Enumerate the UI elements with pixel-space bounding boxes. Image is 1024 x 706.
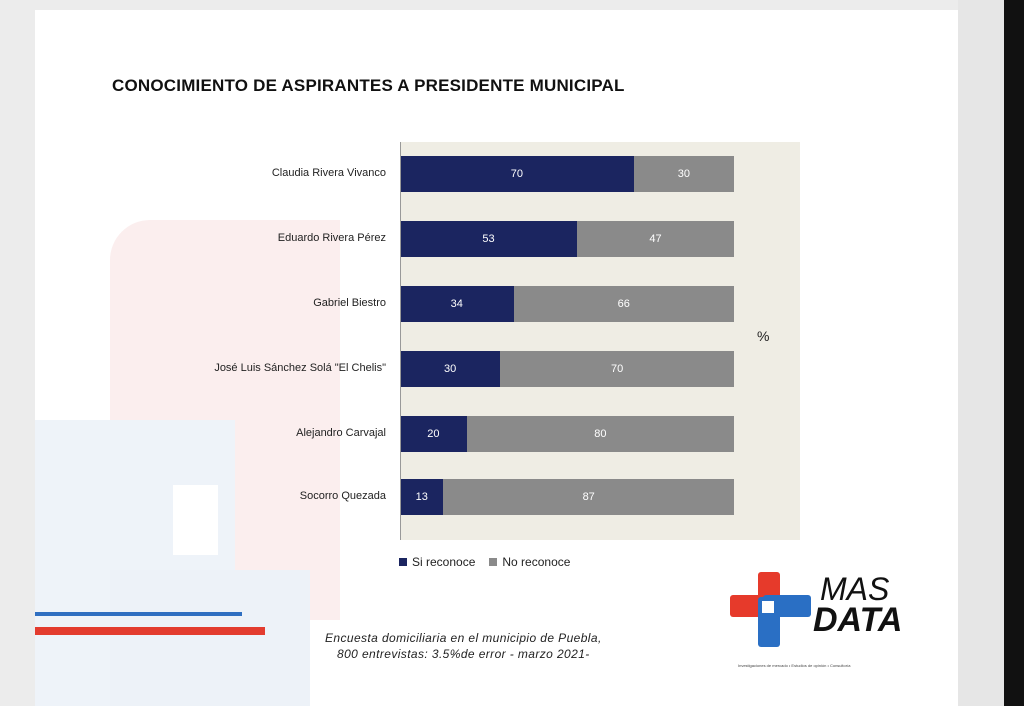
bar-si-reconoce: 34 xyxy=(400,286,514,322)
bar-si-reconoce: 30 xyxy=(400,351,501,387)
category-label: José Luis Sánchez Solá "El Chelis" xyxy=(214,362,386,374)
legend: Si reconoce No reconoce xyxy=(399,555,570,569)
data-label: 47 xyxy=(649,233,662,245)
plot-area xyxy=(400,142,800,540)
decor-blue-shape-2 xyxy=(110,570,310,706)
footnote-line1: Encuesta domiciliaria en el municipio de… xyxy=(325,631,602,645)
data-label: 30 xyxy=(443,363,457,375)
category-label: Socorro Quezada xyxy=(299,490,386,502)
legend-label-si: Si reconoce xyxy=(412,555,476,569)
decor-white-square xyxy=(173,485,218,555)
legend-item-si: Si reconoce xyxy=(399,555,475,569)
category-label: Gabriel Biestro xyxy=(313,297,386,309)
bar-si-reconoce: 20 xyxy=(400,416,467,452)
chart-title: CONOCIMIENTO DE ASPIRANTES A PRESIDENTE … xyxy=(112,76,625,95)
data-label: 13 xyxy=(415,491,428,503)
data-label: 53 xyxy=(482,233,495,245)
data-label: 70 xyxy=(510,168,524,180)
cross-logo-icon xyxy=(730,572,811,647)
bar-no-reconoce: 30 xyxy=(633,156,734,192)
bar-no-reconoce: 70 xyxy=(500,351,734,387)
data-label: 70 xyxy=(610,363,624,375)
data-label: 80 xyxy=(594,428,607,440)
logo-text-data: DATA xyxy=(813,601,903,639)
bar-no-reconoce: 66 xyxy=(513,286,734,322)
footnote: Encuesta domiciliaria en el municipio de… xyxy=(325,630,602,662)
legend-swatch-si xyxy=(399,558,407,566)
decor-blue-line xyxy=(35,612,242,616)
category-label: Alejandro Carvajal xyxy=(296,427,386,439)
data-label: 20 xyxy=(427,428,440,440)
bar-no-reconoce: 87 xyxy=(443,479,734,515)
decor-red-line xyxy=(35,627,265,635)
category-label: Claudia Rivera Vivanco xyxy=(271,167,386,179)
screen-edge xyxy=(1004,0,1024,706)
category-label: Eduardo Rivera Pérez xyxy=(277,232,386,244)
slide: CONOCIMIENTO DE ASPIRANTES A PRESIDENTE … xyxy=(35,10,958,706)
footnote-line2: 800 entrevistas: 3.5%de error - marzo 20… xyxy=(337,647,590,661)
bar-si-reconoce: 53 xyxy=(400,221,578,257)
data-label: 30 xyxy=(677,168,691,180)
right-margin xyxy=(958,0,1004,706)
bar-si-reconoce: 70 xyxy=(400,156,634,192)
legend-swatch-no xyxy=(489,558,498,566)
bar-no-reconoce: 47 xyxy=(577,221,734,257)
y-axis-line xyxy=(400,142,401,540)
bar-no-reconoce: 80 xyxy=(466,416,734,452)
logo-text-mas: MAS xyxy=(820,571,890,607)
legend-item-no: No reconoce xyxy=(489,555,570,569)
unit-label: % xyxy=(757,328,770,344)
logo-tagline: Investigaciones de mercado • Estudios de… xyxy=(738,663,851,668)
legend-label-no: No reconoce xyxy=(502,555,571,569)
data-label: 66 xyxy=(617,298,630,310)
data-label: 34 xyxy=(450,298,463,310)
data-label: 87 xyxy=(582,491,595,503)
bar-si-reconoce: 13 xyxy=(400,479,444,515)
